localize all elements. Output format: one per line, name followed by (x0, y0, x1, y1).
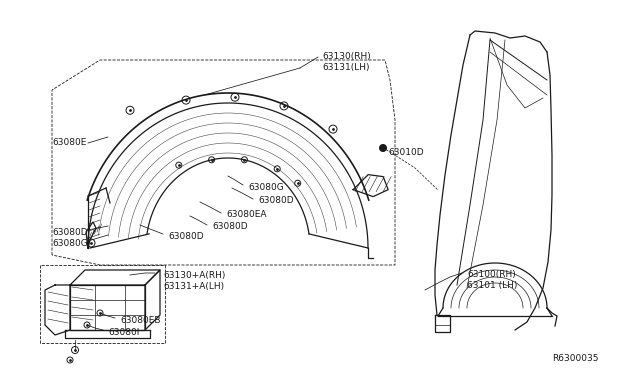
Text: 63131+A(LH): 63131+A(LH) (163, 282, 224, 291)
Text: 63100(RH): 63100(RH) (467, 270, 516, 279)
Text: 63080D: 63080D (52, 228, 88, 237)
Text: 63080D: 63080D (258, 196, 294, 205)
Text: 63080G: 63080G (52, 239, 88, 248)
Text: R6300035: R6300035 (552, 354, 598, 363)
Text: 63130+A(RH): 63130+A(RH) (163, 271, 225, 280)
Text: 63080D: 63080D (168, 232, 204, 241)
Text: 63010D: 63010D (388, 148, 424, 157)
Text: 63131(LH): 63131(LH) (322, 63, 369, 72)
Circle shape (380, 144, 387, 151)
Text: 63080EB: 63080EB (120, 316, 161, 325)
Text: 63101 (LH): 63101 (LH) (467, 281, 517, 290)
Text: 63080I: 63080I (108, 328, 140, 337)
Text: 63080EA: 63080EA (226, 210, 266, 219)
Text: 63080G: 63080G (248, 183, 284, 192)
Text: 63080D: 63080D (212, 222, 248, 231)
Text: 63080E: 63080E (52, 138, 86, 147)
Text: 63130(RH): 63130(RH) (322, 52, 371, 61)
